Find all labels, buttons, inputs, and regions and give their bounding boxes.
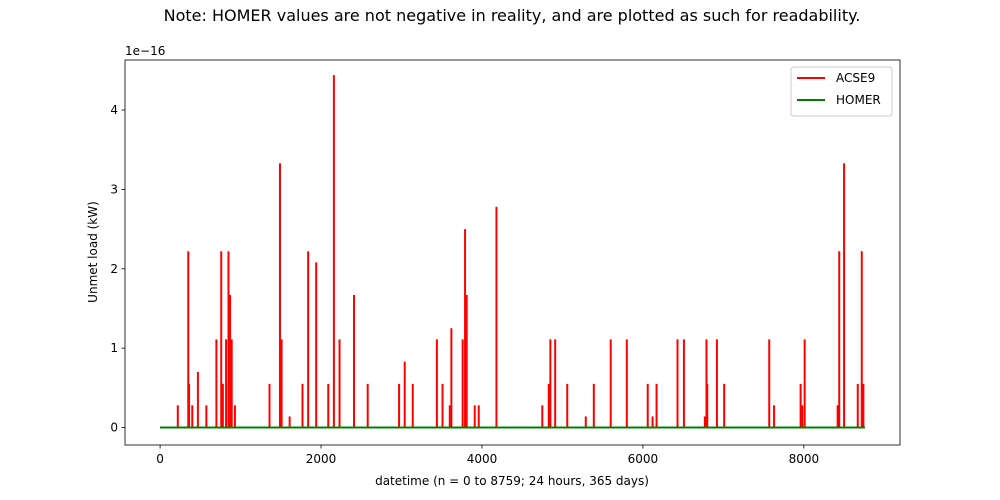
x-tick-label: 6000 — [628, 452, 659, 466]
plot-frame — [124, 59, 901, 446]
y-tick-label: 4 — [110, 103, 118, 117]
y-tick-label: 1 — [110, 341, 118, 355]
data-layer — [160, 75, 865, 429]
y-axis-scale-label: 1e−16 — [125, 44, 165, 58]
x-tick-label: 4000 — [467, 452, 498, 466]
x-tick-label: 2000 — [306, 452, 337, 466]
y-tick-label: 2 — [110, 262, 118, 276]
x-tick-label: 8000 — [789, 452, 820, 466]
legend-label-homer: HOMER — [836, 93, 881, 107]
legend-box — [790, 66, 893, 117]
y-axis-label: Unmet load (kW) — [86, 201, 100, 303]
plot-area — [125, 60, 900, 445]
x-axis: 0 2000 4000 6000 8000 — [156, 445, 819, 466]
x-tick-label: 0 — [156, 452, 164, 466]
y-tick-label: 0 — [110, 421, 118, 435]
x-axis-label: datetime (n = 0 to 8759; 24 hours, 365 d… — [375, 474, 649, 488]
legend-label-acse9: ACSE9 — [836, 71, 875, 85]
chart-title: Note: HOMER values are not negative in r… — [164, 6, 861, 25]
y-axis: 0 1 2 3 4 — [110, 103, 125, 435]
legend: ACSE9 HOMER — [790, 66, 893, 117]
y-tick-label: 3 — [110, 182, 118, 196]
